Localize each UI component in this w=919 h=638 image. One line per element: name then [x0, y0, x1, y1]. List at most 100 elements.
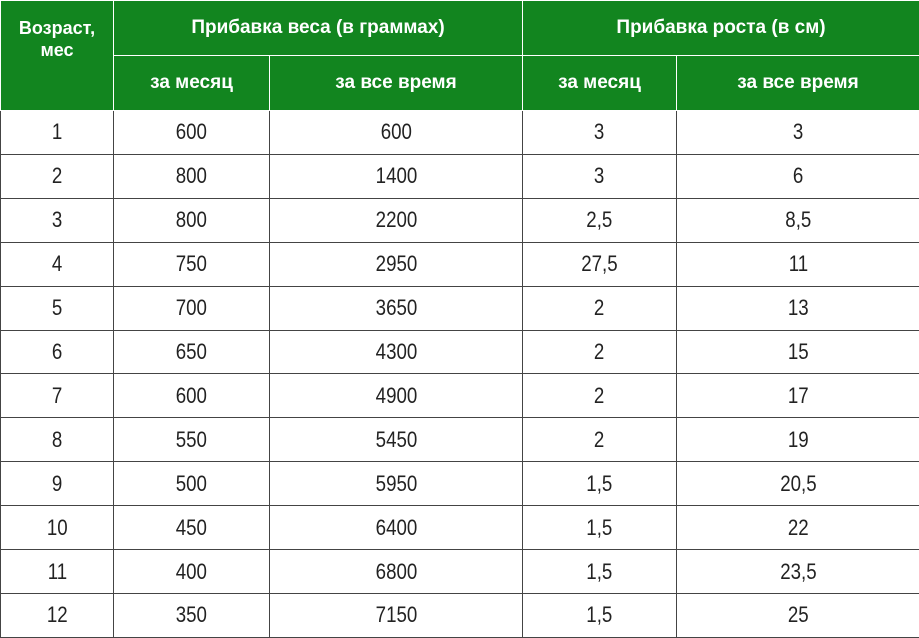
height-total-cell: 17: [675, 373, 919, 419]
height-total-cell-value: 17: [787, 382, 809, 408]
weight-per-month-cell: 350: [113, 592, 270, 638]
height-total-cell: 8,5: [675, 197, 919, 243]
weight-total-cell: 6400: [269, 505, 523, 551]
weight-per-month-cell-value: 600: [175, 119, 208, 145]
height-per-month-cell-value: 27,5: [581, 251, 618, 277]
weight-total-cell: 2200: [269, 197, 523, 243]
height-per-month-cell-value: 3: [594, 119, 605, 145]
age-cell: 12: [0, 592, 114, 638]
weight-per-month-cell: 450: [113, 505, 270, 551]
height-total-cell-value: 13: [787, 295, 809, 321]
table-row: 3 800 2200 2,5 8,5: [0, 197, 919, 243]
weight-per-month-cell-value: 450: [175, 514, 208, 540]
height-per-month-cell-value: 2: [594, 426, 605, 452]
weight-per-month-cell-value: 500: [175, 470, 208, 496]
height-per-month-cell-value: 1,5: [586, 470, 613, 496]
height-total-cell-value: 15: [787, 338, 809, 364]
weight-total-cell: 4300: [269, 329, 523, 375]
weight-gain-header: Прибавка веса (в граммах): [113, 0, 523, 56]
table-header: Возраст, мес Прибавка веса (в граммах) П…: [0, 0, 919, 111]
table-row: 4 750 2950 27,5 11: [0, 241, 919, 287]
height-total-cell: 6: [675, 153, 919, 199]
height-total-cell: 22: [675, 505, 919, 551]
weight-total-cell: 4900: [269, 373, 523, 419]
weight-total-cell: 5450: [269, 417, 523, 463]
height-per-month-cell-value: 2: [594, 295, 605, 321]
height-total-cell-value: 19: [787, 426, 809, 452]
weight-per-month-cell-value: 650: [175, 338, 208, 364]
weight-per-month-cell: 800: [113, 197, 270, 243]
age-cell-value: 5: [51, 295, 63, 321]
weight-total-cell-value: 6400: [375, 514, 417, 540]
age-cell: 9: [0, 461, 114, 507]
height-total-cell-value: 11: [788, 251, 808, 277]
weight-per-month-cell: 700: [113, 285, 270, 331]
weight-total-cell: 6800: [269, 549, 523, 594]
weight-total-cell: 7150: [269, 592, 523, 638]
height-per-month-cell: 2: [522, 329, 677, 375]
table-row: 12 350 7150 1,5 25: [0, 592, 919, 638]
age-cell: 11: [0, 549, 114, 594]
height-total-cell: 25: [675, 592, 919, 638]
height-total-cell: 19: [675, 417, 919, 463]
age-cell: 8: [0, 417, 114, 463]
weight-per-month-cell-value: 800: [175, 207, 208, 233]
height-per-month-cell-value: 2,5: [586, 207, 613, 233]
age-cell-value: 7: [51, 382, 63, 408]
height-per-month-cell: 2: [522, 373, 677, 419]
age-cell-value: 6: [51, 338, 63, 364]
age-cell: 2: [0, 153, 114, 199]
height-total-cell-value: 25: [787, 602, 809, 628]
weight-total-cell-value: 5450: [375, 426, 417, 452]
height-per-month-cell-value: 1,5: [586, 558, 613, 584]
table-row: 1 600 600 3 3: [0, 110, 919, 155]
weight-per-month-cell-value: 600: [175, 382, 208, 408]
height-per-month-cell-value: 1,5: [586, 602, 613, 628]
age-cell-value: 4: [51, 251, 63, 277]
height-per-month-header: за месяц: [522, 55, 677, 111]
height-total-header: за все время: [675, 55, 919, 111]
height-gain-header: Прибавка роста (в см): [521, 0, 919, 56]
table-row: 9 500 5950 1,5 20,5: [0, 461, 919, 507]
weight-total-cell-value: 4900: [375, 382, 417, 408]
weight-total-cell-value: 2200: [375, 207, 417, 233]
weight-total-cell: 3650: [269, 285, 523, 331]
age-header-unit: мес: [40, 40, 74, 60]
weight-total-cell: 2950: [269, 241, 523, 287]
height-per-month-cell: 2: [522, 285, 677, 331]
table-row: 7 600 4900 2 17: [0, 373, 919, 419]
weight-per-month-cell-value: 750: [175, 251, 208, 277]
weight-per-month-cell: 550: [113, 417, 270, 463]
height-per-month-cell: 1,5: [522, 505, 677, 551]
height-total-cell: 11: [675, 241, 919, 287]
height-per-month-cell: 27,5: [522, 241, 677, 287]
age-cell-value: 10: [46, 514, 68, 540]
height-total-cell: 3: [675, 110, 919, 155]
weight-total-cell-value: 5950: [375, 470, 417, 496]
weight-per-month-cell-value: 550: [175, 426, 208, 452]
weight-per-month-cell: 800: [113, 153, 270, 199]
weight-total-cell: 600: [269, 110, 523, 155]
weight-per-month-cell: 500: [113, 461, 270, 507]
age-cell-value: 9: [51, 470, 63, 496]
weight-total-cell-value: 4300: [375, 338, 417, 364]
age-cell-value: 1: [51, 119, 63, 145]
table-row: 10 450 6400 1,5 22: [0, 505, 919, 551]
height-total-cell: 23,5: [675, 549, 919, 594]
age-cell-value: 8: [51, 426, 63, 452]
height-total-cell: 20,5: [675, 461, 919, 507]
weight-total-cell-value: 2950: [375, 251, 417, 277]
height-per-month-cell-value: 3: [594, 163, 605, 189]
table-row: 11 400 6800 1,5 23,5: [0, 549, 919, 594]
weight-total-header: за все время: [269, 55, 523, 111]
height-per-month-cell: 1,5: [522, 461, 677, 507]
weight-total-cell: 1400: [269, 153, 523, 199]
weight-per-month-cell: 650: [113, 329, 270, 375]
age-cell: 3: [0, 197, 114, 243]
height-per-month-cell: 2: [522, 417, 677, 463]
age-cell-value: 12: [46, 602, 68, 628]
age-cell: 4: [0, 241, 114, 287]
height-total-cell-value: 6: [792, 163, 804, 189]
age-cell-value: 3: [51, 207, 63, 233]
